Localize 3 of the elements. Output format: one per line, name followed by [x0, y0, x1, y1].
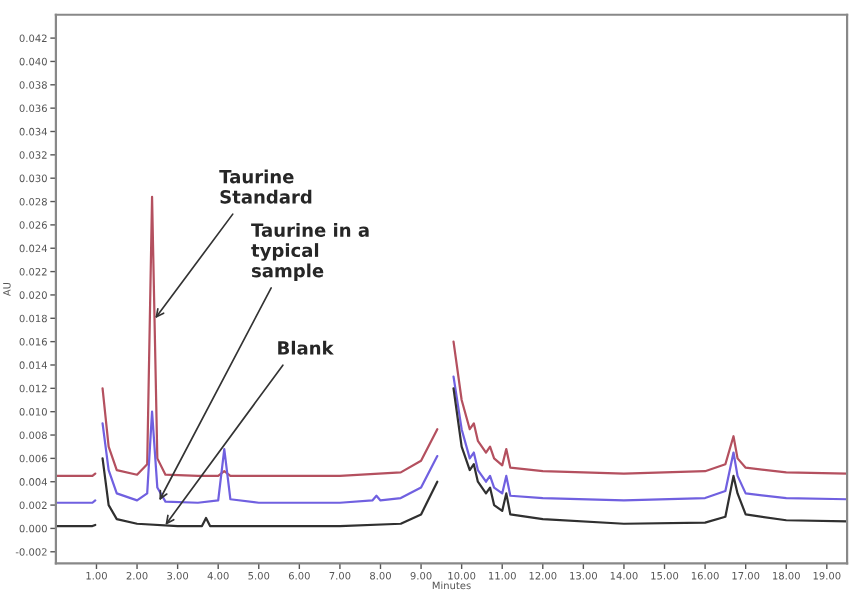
annotation: Taurine in a typical sample: [251, 222, 369, 281]
annotation: Blank: [278, 340, 334, 355]
annotation: Taurine Standard: [219, 169, 312, 204]
